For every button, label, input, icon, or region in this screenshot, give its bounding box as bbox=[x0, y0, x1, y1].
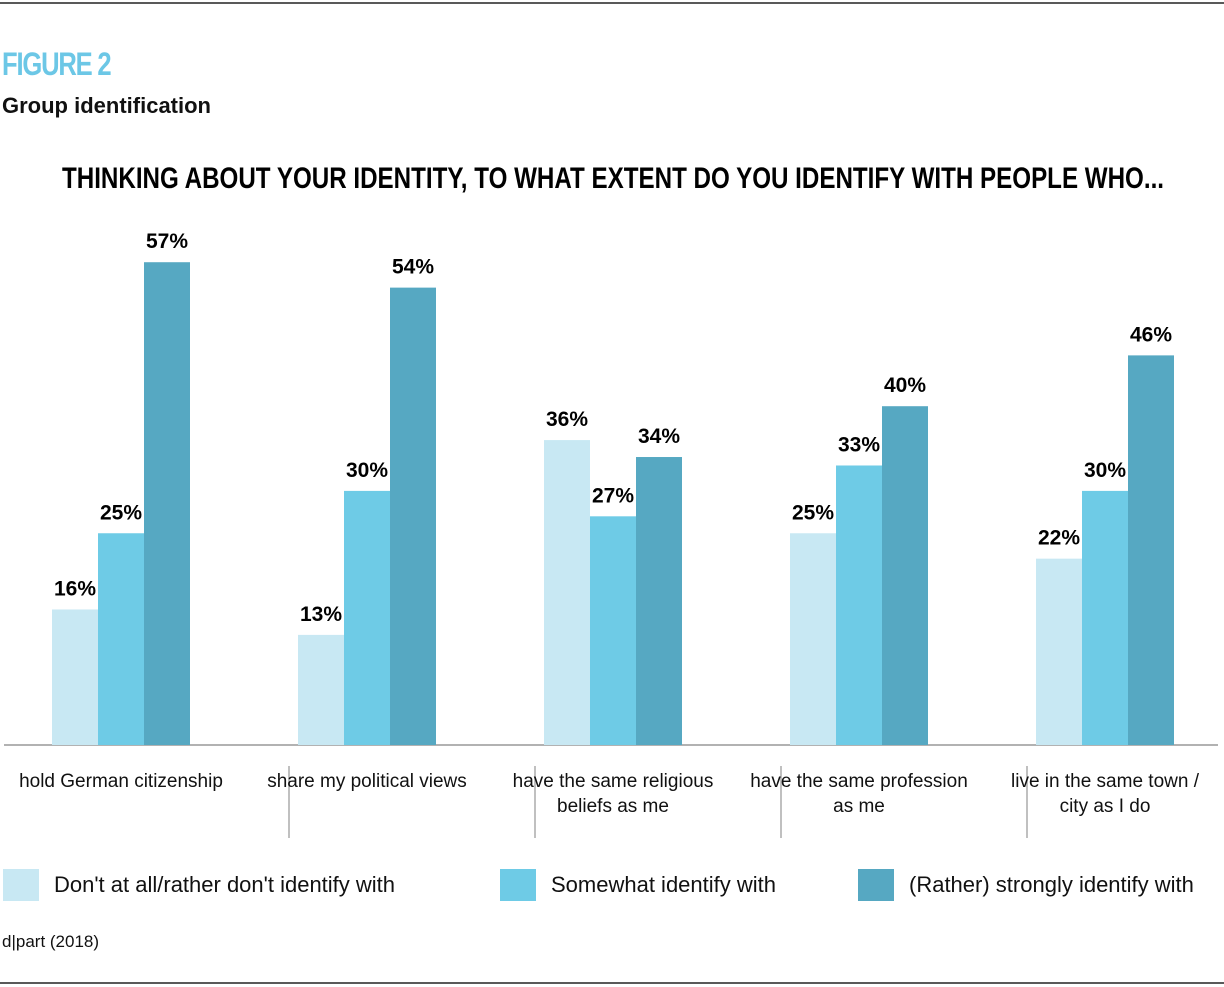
chart-title: THINKING ABOUT YOUR IDENTITY, TO WHAT EX… bbox=[62, 162, 1164, 195]
value-label: 25% bbox=[792, 501, 834, 524]
value-label: 27% bbox=[592, 484, 634, 507]
bar bbox=[836, 465, 882, 745]
bar bbox=[52, 609, 98, 745]
source: d|part (2018) bbox=[2, 932, 100, 951]
legend-swatch bbox=[500, 869, 536, 901]
legend-label: Somewhat identify with bbox=[551, 872, 776, 897]
value-label: 40% bbox=[884, 374, 926, 397]
value-label: 33% bbox=[838, 433, 880, 456]
value-label: 16% bbox=[54, 577, 96, 600]
x-tick-label: have the same profession as me bbox=[750, 771, 968, 817]
bar bbox=[298, 634, 344, 745]
legend-label: Don't at all/rather don't identify with bbox=[54, 872, 396, 897]
value-label: 22% bbox=[1038, 527, 1080, 550]
bar bbox=[1082, 490, 1128, 745]
value-label: 57% bbox=[146, 230, 188, 253]
figure-label: FIGURE 2 bbox=[2, 46, 112, 82]
bar bbox=[590, 516, 636, 745]
bar bbox=[144, 262, 190, 745]
bar bbox=[98, 533, 144, 745]
bar bbox=[390, 287, 436, 745]
value-label: 13% bbox=[300, 603, 342, 626]
bar bbox=[790, 533, 836, 745]
bar bbox=[1128, 355, 1174, 745]
x-tick-label: live in the same town / city as I do bbox=[1011, 771, 1199, 817]
value-label: 30% bbox=[1084, 459, 1126, 482]
value-label: 54% bbox=[392, 256, 434, 279]
x-tick-label: have the same religious beliefs as me bbox=[512, 771, 714, 817]
value-label: 34% bbox=[638, 425, 680, 448]
value-label: 30% bbox=[346, 459, 388, 482]
legend-label: (Rather) strongly identify with bbox=[909, 872, 1194, 897]
value-label: 36% bbox=[546, 408, 588, 431]
subtitle: Group identification bbox=[2, 93, 211, 118]
bar bbox=[636, 457, 682, 745]
bar bbox=[1036, 558, 1082, 745]
value-label: 25% bbox=[100, 501, 142, 524]
value-label: 46% bbox=[1130, 323, 1172, 346]
bar bbox=[544, 440, 590, 745]
bar bbox=[344, 490, 390, 745]
legend-swatch bbox=[858, 869, 894, 901]
legend-swatch bbox=[3, 869, 39, 901]
x-tick-label: hold German citizenship bbox=[19, 771, 223, 792]
bar bbox=[882, 406, 928, 745]
x-tick-label: share my political views bbox=[267, 771, 467, 792]
